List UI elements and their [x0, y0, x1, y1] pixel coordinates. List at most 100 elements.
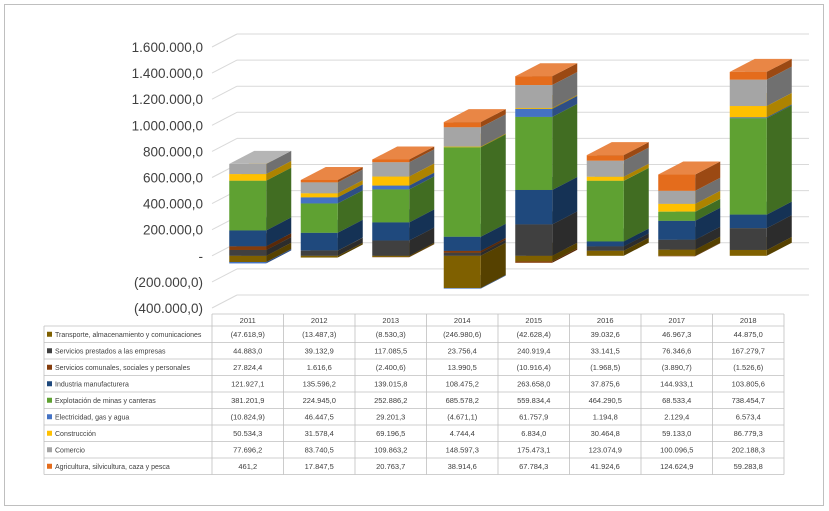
y-tick-label: 400.000,0	[143, 197, 203, 212]
bar-segment-front	[729, 228, 767, 250]
bar-segment-front	[443, 127, 481, 147]
bar-segment-front	[729, 214, 767, 229]
data-label: 109.863,2	[374, 445, 407, 454]
bar-segment	[443, 109, 506, 128]
bar-segment-front	[586, 160, 624, 177]
data-label: 38.914,6	[448, 462, 477, 471]
bar-segment-side	[480, 242, 506, 289]
bar-segment-side	[480, 134, 506, 237]
bar-segment-side	[552, 242, 578, 262]
bar-segment-front	[729, 249, 767, 256]
bar-segment-side	[337, 219, 363, 251]
data-label: (8.530,3)	[376, 330, 407, 339]
gridline-diagonal	[211, 111, 238, 126]
bar-segment-front	[443, 236, 481, 251]
y-tick-label: 1.200.000,0	[132, 92, 203, 107]
bar-segment-top	[658, 161, 721, 175]
bar-segment-front	[658, 239, 696, 250]
bar-segment-side	[337, 242, 363, 258]
bar-segment-side	[337, 190, 363, 233]
bar-segment-front	[443, 252, 481, 256]
bar-segment-side	[766, 236, 792, 256]
bar-segment	[443, 134, 506, 237]
bar-segment-front	[586, 250, 624, 256]
y-tick-label: (400.000,0)	[134, 301, 203, 316]
gridline-diagonal	[211, 85, 238, 100]
bar-segment-front	[443, 146, 481, 148]
bar-segment-front	[515, 189, 553, 225]
series-name: Electricidad, gas y agua	[55, 414, 129, 421]
data-label: 123.074,9	[589, 445, 622, 454]
data-label: 240.919,4	[517, 346, 550, 355]
bar-segment-side	[623, 237, 649, 256]
series-name: Agricultura, silvicultura, caza y pesca	[55, 464, 170, 471]
data-label: 17.847,5	[305, 462, 334, 471]
data-label: 44.883,0	[233, 346, 262, 355]
bar-segment-front	[300, 250, 338, 256]
bar-segment-side	[552, 176, 578, 225]
y-tick-label: 1.400.000,0	[132, 66, 203, 81]
data-label: 37.875,6	[591, 379, 620, 388]
data-label: 46.967,3	[662, 330, 691, 339]
data-label: (2.400,6)	[376, 363, 407, 372]
series-name: Comercio	[55, 447, 85, 454]
bar-segment-side	[623, 228, 649, 247]
bar-segment-top	[586, 142, 649, 156]
bar-segment-front	[586, 180, 624, 242]
bar-segment	[300, 166, 363, 183]
data-label: 69.196,5	[376, 429, 405, 438]
category-label: 2018	[740, 316, 757, 325]
data-label: (13.487,3)	[302, 330, 337, 339]
bar-segment-front	[658, 255, 696, 257]
bar-segment-front	[443, 255, 481, 289]
data-label: 6.573,4	[736, 412, 761, 421]
data-label: 381.201,9	[231, 396, 264, 405]
bar-segment-front	[229, 180, 267, 231]
bar-segment-side	[766, 58, 792, 80]
bar-segment-side	[409, 146, 435, 163]
bar-segment-side	[695, 177, 721, 204]
bar-segment-front	[729, 106, 767, 118]
bar-segment-front	[658, 211, 696, 221]
bar-segment-side	[409, 243, 435, 258]
bar-segment-front	[443, 288, 481, 289]
data-label: 121.927,1	[231, 379, 264, 388]
data-label: (10.916,4)	[517, 363, 552, 372]
data-label: 31.578,4	[305, 429, 334, 438]
category-label: 2012	[311, 316, 328, 325]
data-label: 27.824,4	[233, 363, 262, 372]
series-name: Construcción	[55, 431, 96, 438]
gridline-diagonal	[211, 137, 238, 152]
data-label: 252.886,2	[374, 396, 407, 405]
bar-segment-front	[229, 262, 267, 264]
bar-segment-front	[372, 189, 410, 223]
data-label: (246.980,6)	[443, 330, 482, 339]
category-label: 2016	[597, 316, 614, 325]
gridline-diagonal	[211, 268, 238, 283]
bar-segment	[372, 176, 435, 223]
bar-segment-front	[229, 174, 267, 181]
bar-segment-side	[266, 161, 292, 181]
bar-segment-side	[409, 209, 435, 241]
data-label: 6.834,0	[521, 429, 546, 438]
bar-segment-front	[443, 147, 481, 237]
data-label: 117.085,5	[374, 346, 407, 355]
bar-segment-front	[515, 255, 553, 262]
bar-segment-side	[409, 172, 435, 190]
data-label: 77.696,2	[233, 445, 262, 454]
category-label: 2017	[668, 316, 685, 325]
data-label: 50.534,3	[233, 429, 262, 438]
data-label: 202.188,3	[732, 445, 765, 454]
bar-segment-side	[766, 215, 792, 250]
data-label: 1.194,8	[593, 412, 618, 421]
data-label: 124.624,9	[660, 462, 693, 471]
data-label: 76.346,6	[662, 346, 691, 355]
data-label: (42.628,4)	[517, 330, 552, 339]
bar-segment-side	[480, 223, 506, 251]
bar-segment-front	[515, 224, 553, 256]
data-label: 30.464,8	[591, 429, 620, 438]
y-tick-label: 600.000,0	[143, 171, 203, 186]
bar-segment-side	[766, 201, 792, 229]
legend-key	[47, 364, 52, 370]
